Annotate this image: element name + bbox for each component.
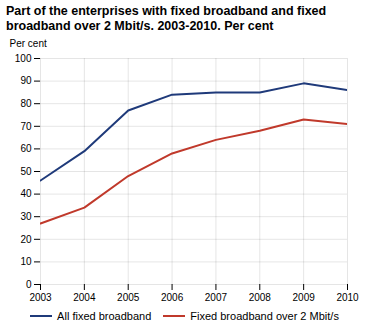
html-text:Part of the enterprises with f: Part of the enterprises with fixed broad… (6, 4, 327, 33)
svg-text:2010: 2010 (336, 292, 359, 303)
svg-text:40: 40 (20, 188, 32, 199)
svg-text:2008: 2008 (249, 292, 272, 303)
svg-text:Per cent: Per cent (10, 38, 47, 49)
svg-text:2005: 2005 (117, 292, 140, 303)
svg-text:10: 10 (20, 256, 32, 267)
svg-text:0: 0 (26, 279, 32, 290)
html-text:Fixed broadband over 2 Mbit/s: Fixed broadband over 2 Mbit/s (190, 310, 339, 322)
svg-text:2004: 2004 (73, 292, 96, 303)
svg-text:30: 30 (20, 211, 32, 222)
html-text:All fixed broadband: All fixed broadband (57, 310, 152, 322)
svg-text:90: 90 (20, 75, 32, 86)
svg-text:20: 20 (20, 234, 32, 245)
svg-text:2007: 2007 (205, 292, 228, 303)
svg-text:2009: 2009 (293, 292, 316, 303)
svg-text:80: 80 (20, 98, 32, 109)
svg-text:2003: 2003 (29, 292, 52, 303)
svg-text:50: 50 (20, 166, 32, 177)
svg-text:100: 100 (15, 53, 32, 64)
svg-text:60: 60 (20, 143, 32, 154)
svg-text:2006: 2006 (161, 292, 184, 303)
svg-text:70: 70 (20, 121, 32, 132)
